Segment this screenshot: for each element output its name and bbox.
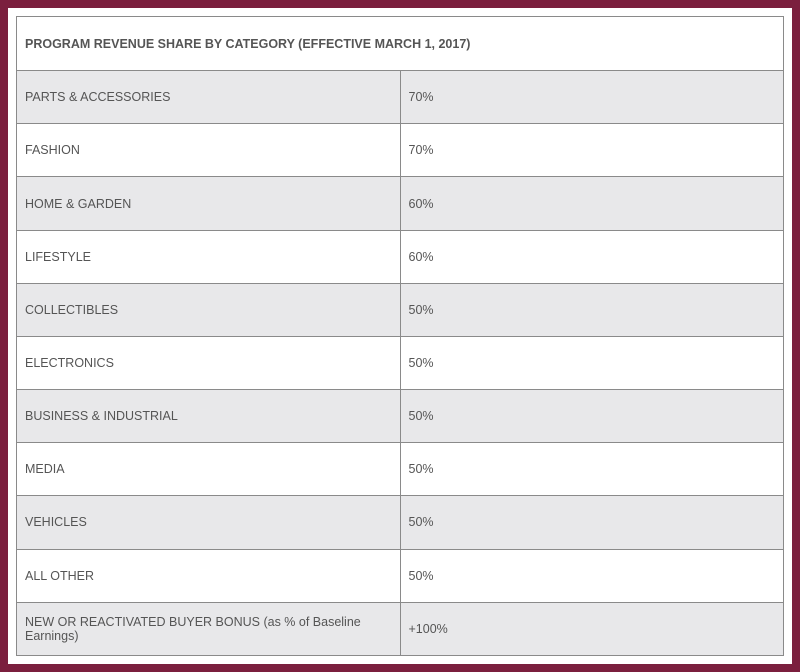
share-cell: 50% [399, 335, 784, 391]
table-row: VEHICLES 50% [16, 495, 784, 550]
table-row: LIFESTYLE 60% [16, 229, 784, 284]
share-cell: 50% [399, 282, 784, 337]
table-row: FASHION 70% [16, 123, 784, 178]
category-cell: VEHICLES [16, 495, 401, 550]
share-cell: 70% [399, 70, 784, 125]
table-row: ALL OTHER 50% [16, 548, 784, 603]
category-cell: ELECTRONICS [16, 335, 401, 391]
category-cell: BUSINESS & INDUSTRIAL [16, 389, 401, 444]
share-cell: +100% [399, 601, 784, 657]
share-cell: 50% [399, 442, 784, 497]
category-cell: PARTS & ACCESSORIES [16, 70, 401, 125]
table-row: MEDIA 50% [16, 442, 784, 497]
share-cell: 50% [399, 495, 784, 550]
share-cell: 60% [399, 229, 784, 284]
header-row: PROGRAM REVENUE SHARE BY CATEGORY (EFFEC… [16, 15, 784, 72]
table-row: PARTS & ACCESSORIES 70% [16, 70, 784, 125]
category-cell: HOME & GARDEN [16, 176, 401, 231]
category-cell: ALL OTHER [16, 548, 401, 603]
category-cell: LIFESTYLE [16, 229, 401, 284]
share-cell: 50% [399, 389, 784, 444]
share-cell: 70% [399, 123, 784, 178]
table-row: BUSINESS & INDUSTRIAL 50% [16, 389, 784, 444]
frame: PROGRAM REVENUE SHARE BY CATEGORY (EFFEC… [8, 8, 792, 664]
table-body: PROGRAM REVENUE SHARE BY CATEGORY (EFFEC… [16, 15, 784, 657]
category-cell: NEW OR REACTIVATED BUYER BONUS (as % of … [16, 601, 401, 657]
table-row: ELECTRONICS 50% [16, 335, 784, 391]
table-title: PROGRAM REVENUE SHARE BY CATEGORY (EFFEC… [16, 15, 784, 72]
category-cell: MEDIA [16, 442, 401, 497]
category-cell: COLLECTIBLES [16, 282, 401, 337]
share-cell: 60% [399, 176, 784, 231]
table-row: NEW OR REACTIVATED BUYER BONUS (as % of … [16, 601, 784, 657]
table-row: HOME & GARDEN 60% [16, 176, 784, 231]
revenue-table: PROGRAM REVENUE SHARE BY CATEGORY (EFFEC… [16, 15, 784, 657]
category-cell: FASHION [16, 123, 401, 178]
table-row: COLLECTIBLES 50% [16, 282, 784, 337]
share-cell: 50% [399, 548, 784, 603]
